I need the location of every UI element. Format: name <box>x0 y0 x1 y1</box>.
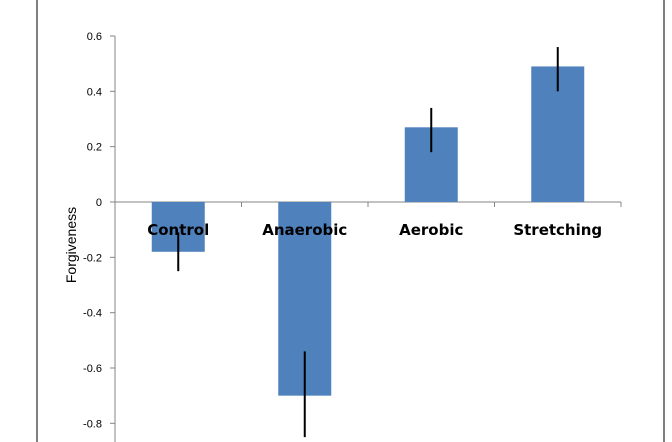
bars <box>151 66 585 396</box>
y-tick-label: 0.6 <box>87 31 102 43</box>
y-tick-label: -0.6 <box>83 363 102 375</box>
y-axis-title: Forgiveness <box>63 207 79 283</box>
y-tick-label: -0.8 <box>83 418 102 430</box>
category-label: Aerobic <box>399 221 463 239</box>
category-label: Anaerobic <box>262 221 347 239</box>
error-bars <box>177 47 559 438</box>
category-label: Control <box>147 221 209 239</box>
y-tick-label: -0.4 <box>83 308 102 320</box>
y-tick-label: 0 <box>96 197 102 209</box>
y-tick-label: -0.2 <box>83 252 102 264</box>
category-label: Stretching <box>513 221 602 239</box>
y-tick-label: 0.4 <box>87 86 102 98</box>
y-tick-label: 0.2 <box>87 142 102 154</box>
category-labels: Control Anaerobic Aerobic Stretching <box>147 221 602 239</box>
